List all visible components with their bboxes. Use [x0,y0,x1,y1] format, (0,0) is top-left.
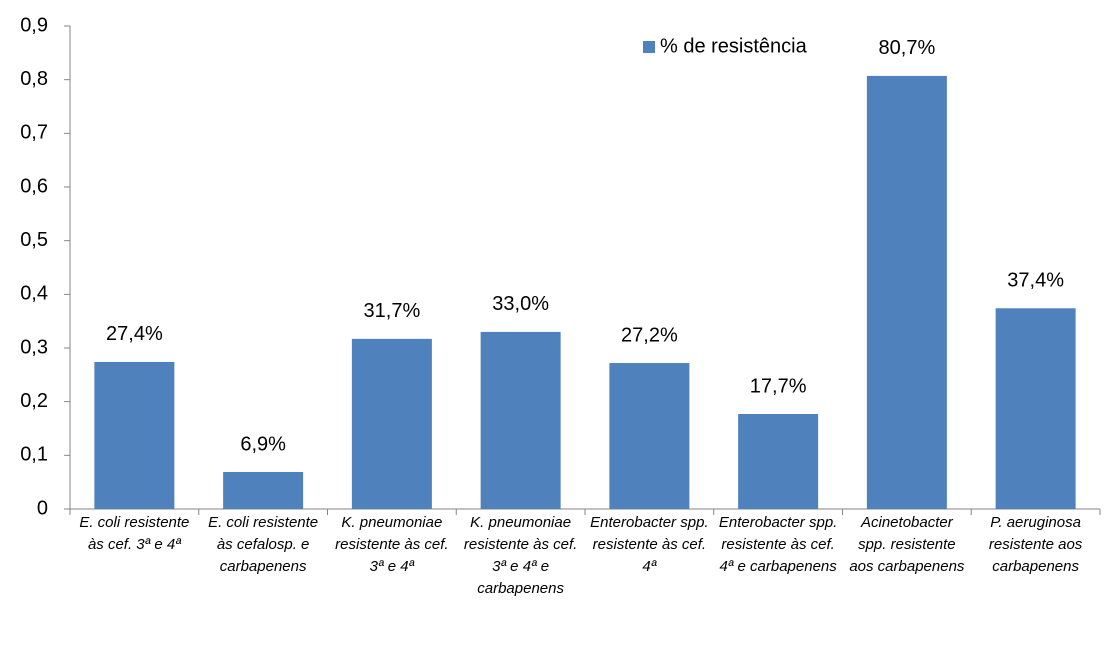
value-label: 27,4% [106,323,163,345]
value-label: 27,2% [621,324,678,346]
x-tick-label: E. coli resistente às cefalosp. e carbapen… [208,514,318,575]
x-tick-label: Enterobacter spp. resistente às cef. 4ª e … [719,514,837,575]
x-tick-label: P. aeruginosa resistente aos carbapenens [989,514,1083,575]
bar [609,363,690,509]
legend-label: % de resistência [660,35,808,57]
y-tick-label: 0,3 [20,336,48,358]
y-tick-label: 0,9 [20,14,48,36]
value-label: 80,7% [879,37,936,59]
bar [223,471,304,509]
y-tick-label: 0,6 [20,175,48,197]
x-tick-label: K. pneumoniae resistente às cef. 3ª e 4ª e… [464,514,577,597]
legend-swatch [643,41,655,53]
bar [480,331,561,509]
y-tick-label: 0,7 [20,122,48,144]
x-tick-label: Enterobacter spp. resistente às cef. 4ª [590,514,708,575]
value-label: 31,7% [364,300,421,322]
bar [738,414,819,509]
y-tick-label: 0,1 [20,444,48,466]
value-label: 33,0% [492,293,549,315]
value-label: 37,4% [1007,270,1064,292]
value-label: 6,9% [240,433,286,455]
bar [866,75,947,509]
bar [995,308,1076,509]
x-tick-label: Acinetobacter spp. resistente aos carbapen… [849,514,965,575]
bar [94,361,175,509]
x-tick-label: K. pneumoniae resistente às cef. 3ª e 4ª [335,514,448,575]
bar [351,338,432,509]
x-tick-label: E. coli resistente às cef. 3ª e 4ª [79,514,189,553]
y-tick-label: 0,8 [20,68,48,90]
y-tick-label: 0 [37,497,48,519]
value-label: 17,7% [750,375,807,397]
y-tick-label: 0,4 [20,283,48,305]
y-tick-label: 0,2 [20,390,48,412]
y-tick-label: 0,5 [20,229,48,251]
